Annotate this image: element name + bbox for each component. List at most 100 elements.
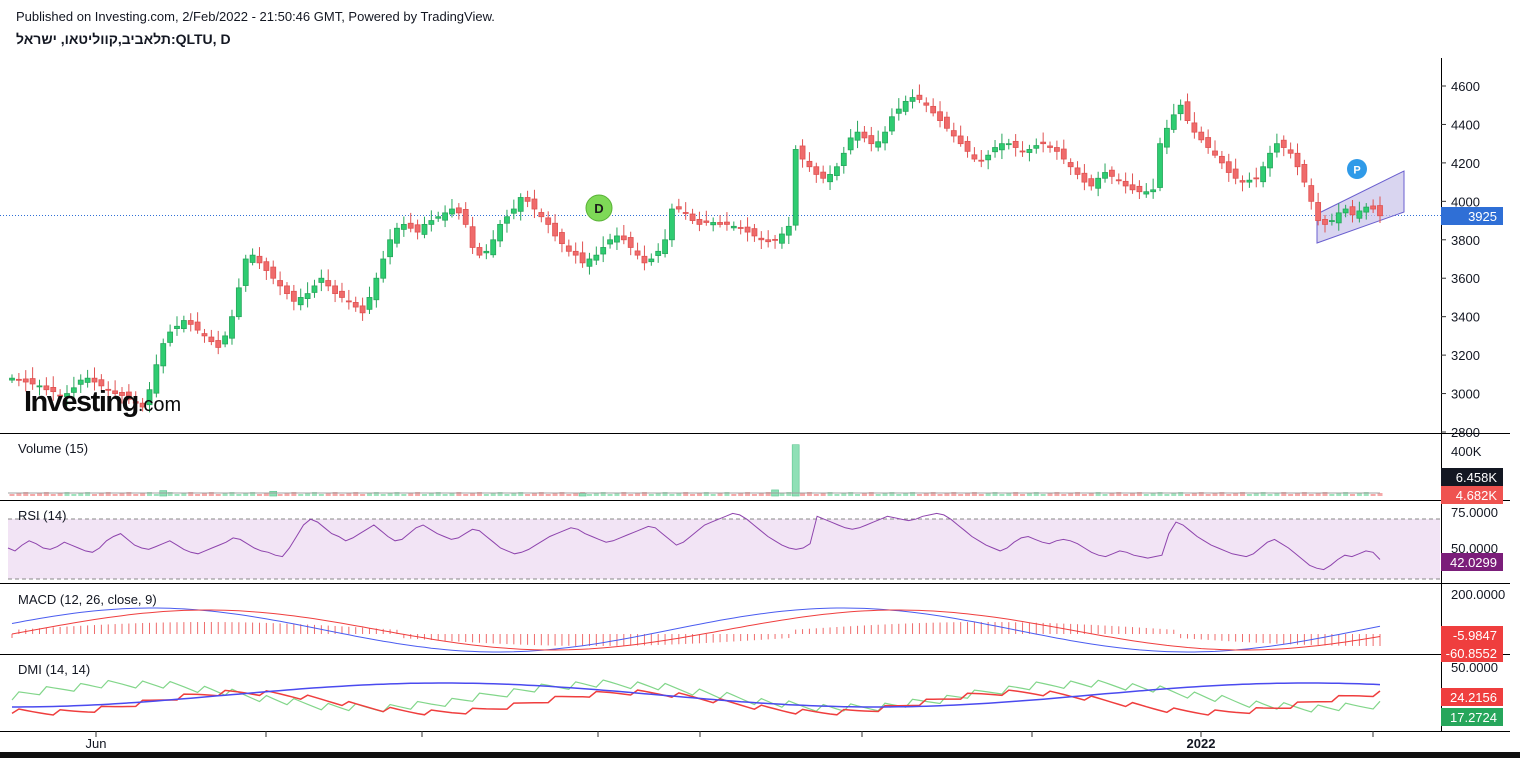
price-tick-label: 3400 xyxy=(1451,310,1480,325)
volume-bar xyxy=(944,493,950,496)
candle-body xyxy=(669,208,675,241)
candle-body xyxy=(1129,184,1136,191)
volume-bar xyxy=(50,494,56,496)
volume-bar xyxy=(1253,493,1259,496)
volume-bar xyxy=(1026,493,1032,496)
candle-body xyxy=(634,250,641,256)
rsi-title: RSI (14) xyxy=(18,508,67,523)
candle-body xyxy=(675,206,682,210)
volume-bar xyxy=(1040,494,1046,496)
candle-body xyxy=(1033,145,1040,149)
price-tick-label: 4000 xyxy=(1451,194,1480,209)
candle-body xyxy=(1054,147,1060,152)
candle-body xyxy=(600,247,607,255)
volume-bar xyxy=(841,493,847,496)
volume-bar xyxy=(525,494,531,496)
last-price-tag: 3925 xyxy=(1468,209,1497,224)
price-tick-label: 3200 xyxy=(1451,348,1480,363)
adx-line xyxy=(12,682,1381,708)
volume-bar xyxy=(332,492,338,496)
volume-bar xyxy=(1095,492,1101,496)
candle-body xyxy=(1136,185,1143,193)
volume-bar xyxy=(566,494,572,496)
volume-bar xyxy=(703,492,709,496)
volume-bar xyxy=(896,494,902,496)
volume-bar xyxy=(717,493,723,496)
candle-body xyxy=(559,232,565,245)
volume-bar xyxy=(786,492,792,496)
candle-body xyxy=(160,343,167,367)
dmi-last-tag-2: 17.2724 xyxy=(1450,710,1497,725)
candle-body xyxy=(1026,149,1033,153)
volume-bar xyxy=(394,492,400,496)
candle-body xyxy=(304,293,311,299)
candle-body xyxy=(758,237,765,241)
marker-p[interactable]: P xyxy=(1347,159,1367,179)
candle-body xyxy=(614,235,620,243)
volume-bar xyxy=(648,494,654,496)
volume-last-tag: 6.458K xyxy=(1456,470,1498,485)
dmi-last-tag-1-bg xyxy=(1441,688,1503,706)
volume-bar xyxy=(1081,494,1087,496)
volume-bar xyxy=(641,492,647,496)
candle-body xyxy=(325,280,332,287)
volume-bar xyxy=(1295,493,1301,496)
candle-body xyxy=(1081,172,1088,183)
candle-body xyxy=(531,198,538,210)
volume-bar xyxy=(98,493,104,496)
candle-body xyxy=(1108,169,1115,177)
candle-body xyxy=(366,297,373,310)
volume-bar xyxy=(1171,493,1177,496)
candle-body xyxy=(1143,191,1150,195)
volume-bar xyxy=(23,492,29,496)
volume-bar xyxy=(71,494,77,496)
bottom-bar xyxy=(0,752,1520,758)
volume-bar xyxy=(1075,492,1081,496)
volume-bar xyxy=(662,492,668,496)
candle-body xyxy=(29,378,36,385)
volume-bar xyxy=(600,492,606,496)
candle-body xyxy=(1157,143,1163,188)
candle-body xyxy=(36,385,43,388)
candle-body xyxy=(1342,208,1349,214)
candle-body xyxy=(256,255,263,264)
candle-body xyxy=(792,149,799,226)
volume-bar xyxy=(1363,492,1369,496)
volume-bar xyxy=(30,494,36,496)
volume-bar xyxy=(456,492,462,496)
candle-body xyxy=(297,297,304,306)
candle-body xyxy=(318,277,325,283)
volume-bar xyxy=(1267,494,1273,496)
marker-d[interactable]: D xyxy=(585,194,613,222)
candle-body xyxy=(902,100,909,112)
volume-bar xyxy=(435,492,441,496)
volume-bar xyxy=(57,493,63,496)
volume-bar xyxy=(1315,493,1321,496)
volume-bar xyxy=(146,492,152,496)
candle-body xyxy=(249,254,256,263)
candle-body xyxy=(1198,131,1205,141)
volume-bar xyxy=(277,494,283,496)
candle-body xyxy=(373,277,380,301)
volume-bar xyxy=(1240,492,1246,496)
svg-text:P: P xyxy=(1353,165,1360,177)
volume-bar xyxy=(1274,493,1280,496)
candle-body xyxy=(77,379,84,385)
volume-last-tag-bg xyxy=(1441,468,1503,486)
volume-bar xyxy=(1164,494,1170,496)
candle-body xyxy=(1225,161,1232,173)
volume-bar xyxy=(1047,493,1053,496)
volume-bar xyxy=(868,492,874,496)
candle-body xyxy=(627,237,634,248)
volume-bar xyxy=(119,493,125,496)
volume-bar xyxy=(1006,493,1012,496)
candle-body xyxy=(641,255,648,264)
volume-bar xyxy=(607,494,613,496)
candle-body xyxy=(930,105,937,114)
candle-body xyxy=(105,388,112,391)
candle-body xyxy=(593,254,600,261)
dmi-last-tag-2-bg xyxy=(1441,708,1503,726)
volume-bar xyxy=(1068,493,1074,496)
candle-body xyxy=(854,131,861,141)
